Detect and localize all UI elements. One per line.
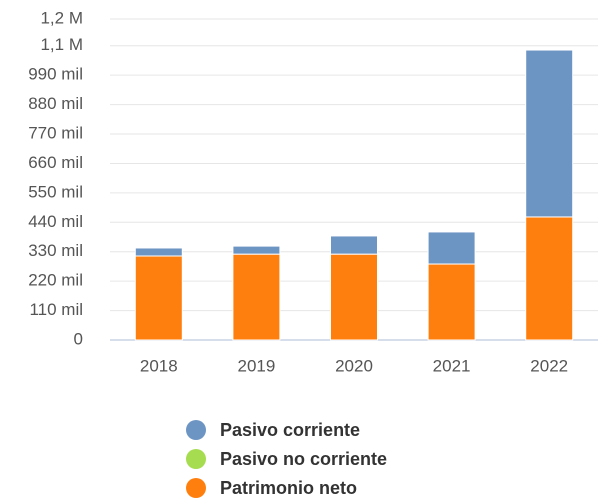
y-tick-label: 880 mil bbox=[28, 94, 83, 113]
y-tick-label: 440 mil bbox=[28, 212, 83, 231]
legend-swatch bbox=[186, 478, 206, 498]
bar-segment bbox=[525, 49, 574, 218]
legend-label: Patrimonio neto bbox=[220, 478, 357, 498]
bar-segment bbox=[134, 247, 183, 257]
y-tick-label: 550 mil bbox=[28, 182, 83, 201]
x-tick-label: 2019 bbox=[237, 356, 275, 375]
y-tick-label: 660 mil bbox=[28, 153, 83, 172]
legend-swatch bbox=[186, 420, 206, 440]
bar-segment bbox=[427, 263, 476, 341]
bar-segment bbox=[330, 253, 378, 341]
x-tick-label: 2021 bbox=[433, 356, 471, 375]
y-tick-label: 990 mil bbox=[28, 65, 83, 84]
legend-label: Pasivo no corriente bbox=[220, 449, 387, 469]
bar-segment bbox=[232, 245, 281, 255]
y-tick-label: 110 mil bbox=[29, 300, 83, 319]
bar-segment bbox=[330, 235, 378, 255]
x-tick-label: 2020 bbox=[335, 356, 373, 375]
bar-segment bbox=[427, 231, 476, 265]
legend-swatch bbox=[186, 449, 206, 469]
y-tick-label: 770 mil bbox=[28, 124, 83, 143]
y-tick-label: 1,2 M bbox=[40, 8, 83, 27]
bar-segment bbox=[525, 216, 574, 341]
y-tick-label: 330 mil bbox=[28, 241, 83, 260]
x-tick-label: 2022 bbox=[530, 356, 568, 375]
legend-label: Pasivo corriente bbox=[220, 420, 360, 440]
y-tick-label: 220 mil bbox=[28, 271, 83, 290]
bar-segment bbox=[232, 253, 281, 341]
bar-segment bbox=[134, 255, 183, 341]
y-tick-label: 1,1 M bbox=[40, 35, 83, 54]
y-tick-label: 0 bbox=[74, 329, 83, 348]
x-tick-label: 2018 bbox=[140, 356, 178, 375]
